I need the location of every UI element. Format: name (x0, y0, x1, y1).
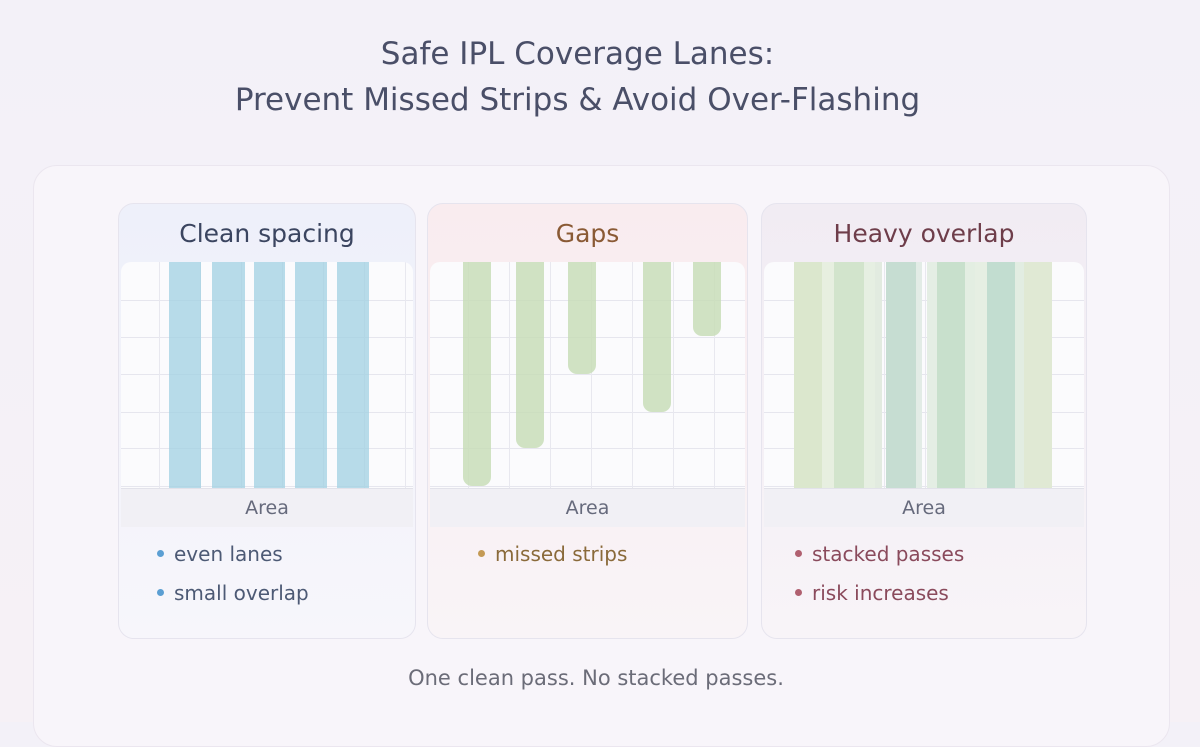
coverage-chart (121, 262, 413, 488)
coverage-chart (430, 262, 745, 488)
panel-heavy-overlap: Heavy overlap Area stacked passes risk i… (761, 203, 1087, 639)
panel-heading: Heavy overlap (833, 218, 1015, 248)
lane-stripe (987, 262, 1015, 488)
lane-stripe (794, 262, 822, 488)
grid-line (430, 486, 745, 487)
grid-line (430, 412, 745, 413)
lane-stripe (886, 262, 916, 488)
lane-stripe (965, 262, 975, 488)
grid-line (764, 374, 1084, 375)
grid-line (884, 262, 885, 488)
bullet-item: small overlap (157, 573, 415, 612)
grid-line (632, 262, 633, 488)
lane-stripe (927, 262, 937, 488)
bullet-item: missed strips (478, 534, 747, 573)
grid-line (405, 262, 406, 488)
bullet-dot-icon (795, 550, 802, 557)
lane-stripe (295, 262, 327, 488)
area-label: Area (430, 488, 745, 527)
grid-line (430, 374, 745, 375)
bullet-item: stacked passes (795, 534, 1086, 573)
grid-line (714, 262, 715, 488)
grid-line (591, 262, 592, 488)
lane-stripe (864, 262, 875, 488)
coverage-chart (764, 262, 1084, 488)
panel-heading: Clean spacing (179, 218, 355, 248)
grid-line (159, 262, 160, 488)
panel-clean-spacing: Clean spacing Area even lanes small over… (118, 203, 416, 639)
lane-stripe (975, 262, 987, 488)
lane-stripe (916, 262, 922, 488)
grid-line (764, 412, 1084, 413)
area-label: Area (121, 488, 413, 527)
grid-line (509, 262, 510, 488)
grid-line (764, 448, 1084, 449)
area-label: Area (764, 488, 1084, 527)
lane-stripe (1015, 262, 1025, 488)
lane-stripe (875, 262, 882, 488)
grid-line (430, 448, 745, 449)
panel-heading: Gaps (555, 218, 620, 248)
lane-stripe (1024, 262, 1052, 488)
lane-stripe (337, 262, 369, 488)
bullet-item: risk increases (795, 573, 1086, 612)
bullet-dot-icon (478, 550, 485, 557)
lane-stripe (834, 262, 864, 488)
grid-line (764, 337, 1084, 338)
title-line-1: Safe IPL Coverage Lanes: (380, 36, 775, 72)
grid-line (764, 300, 1084, 301)
lane-stripe (937, 262, 965, 488)
lane-stripe (516, 262, 544, 448)
grid-line (925, 262, 926, 488)
lane-stripe (169, 262, 201, 488)
lane-stripe (254, 262, 285, 488)
bullet-dot-icon (157, 550, 164, 557)
grid-line (550, 262, 551, 488)
title-line-2: Prevent Missed Strips & Avoid Over-Flash… (234, 82, 921, 118)
grid-line (673, 262, 674, 488)
panel-gaps: Gaps Area missed strips (427, 203, 748, 639)
lane-stripe (212, 262, 245, 488)
lane-stripe (463, 262, 491, 486)
bullet-dot-icon (795, 589, 802, 596)
grid-line (764, 486, 1084, 487)
lane-stripe (822, 262, 834, 488)
lane-stripe (568, 262, 596, 374)
bullet-item: even lanes (157, 534, 415, 573)
lane-stripe (643, 262, 671, 412)
bullet-dot-icon (157, 589, 164, 596)
footer-caption: One clean pass. No stacked passes. (408, 666, 784, 690)
lane-stripe (693, 262, 721, 336)
